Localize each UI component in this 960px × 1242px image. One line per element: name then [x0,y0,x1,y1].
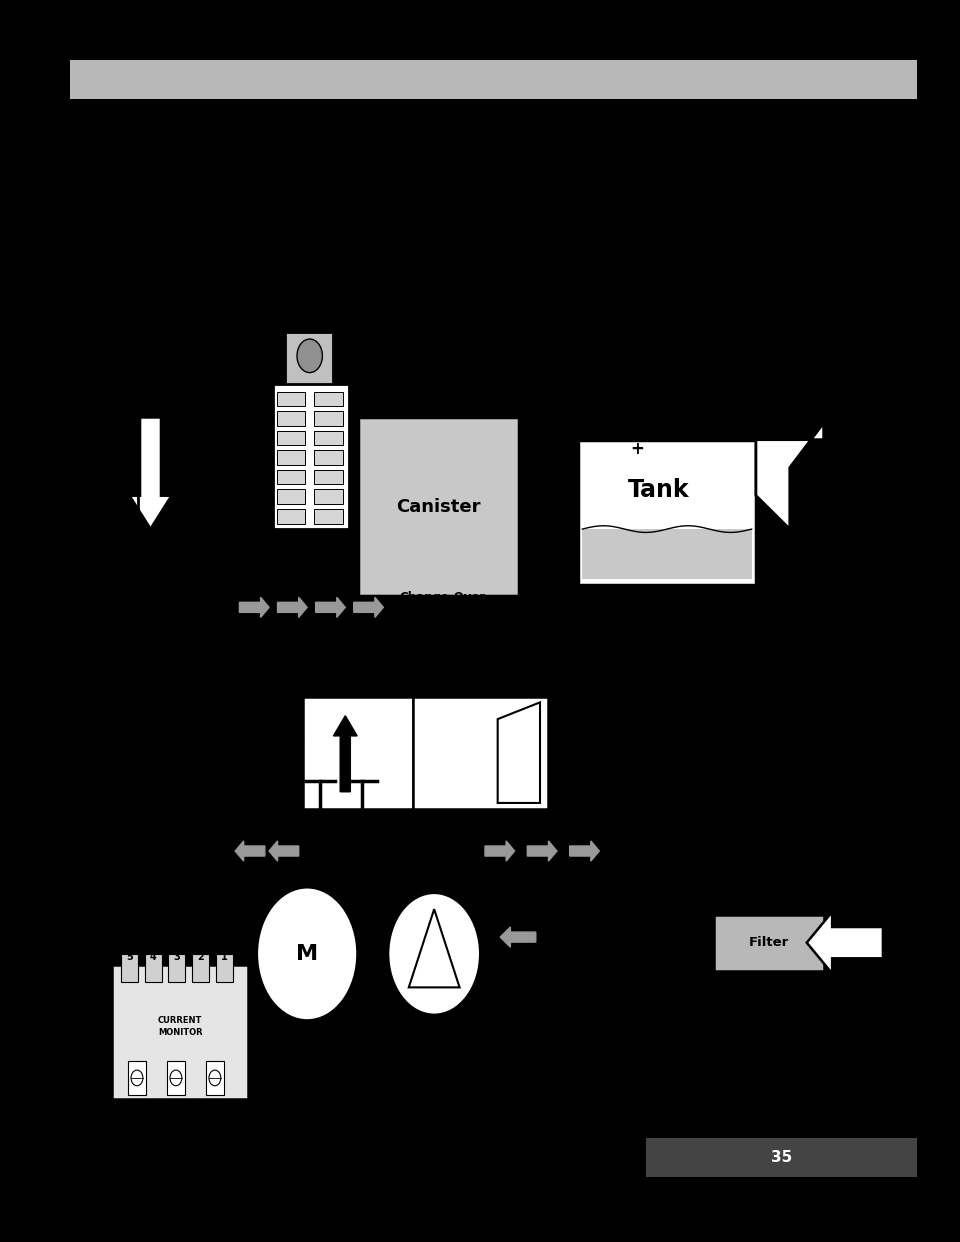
Text: amperage value in memory.  The stored amperage value is the electrical equivalen: amperage value in memory. The stored amp… [83,266,681,278]
Text: Canister: Canister [396,498,481,515]
Text: 3: 3 [174,951,180,961]
Text: Filter: Filter [749,936,789,949]
Bar [128,1061,146,1094]
Circle shape [170,1071,181,1086]
Text: LEAK DIAGNOSIS TEST: LEAK DIAGNOSIS TEST [83,113,320,132]
Text: 2: 2 [197,951,204,961]
Circle shape [690,587,704,605]
Text: Pump: Pump [414,1038,454,1051]
Bar [276,391,305,406]
Bar [274,384,349,529]
Text: Purge: Purge [332,322,374,335]
Text: CURRENT
MONITOR: CURRENT MONITOR [157,1016,203,1037]
Bar [205,1061,225,1094]
Circle shape [209,1071,221,1086]
Text: Motor LDP: Motor LDP [713,677,782,689]
Text: 1: 1 [221,951,228,961]
FancyArrow shape [235,841,265,861]
FancyArrow shape [277,597,307,617]
Bar [276,451,305,465]
Bar [70,60,917,99]
FancyArrow shape [130,417,172,529]
Text: quickly and levels off (stabilizes) due to the orifice restriction.  The ECM sto: quickly and levels off (stabilizes) due … [83,246,684,260]
FancyArrow shape [239,597,269,617]
Bar [168,954,185,981]
FancyArrow shape [500,927,536,948]
Polygon shape [409,909,460,987]
FancyArrow shape [806,912,883,974]
Text: M: M [296,944,318,964]
Circle shape [297,339,323,373]
Text: The ECM simultaneously monitors the pump motor current flow .  The motor current: The ECM simultaneously monitors the pump… [83,227,671,240]
Bar [646,1138,917,1177]
Text: 4: 4 [150,951,156,961]
Text: +: + [302,569,317,586]
Text: The ECM  activates the pump motor.  The pump pulls air from the filtered air inl: The ECM activates the pump motor. The pu… [83,178,679,190]
Bar [167,1061,185,1094]
Text: Electric: Electric [713,652,763,664]
Bar [276,509,305,524]
FancyArrow shape [485,841,515,861]
Bar [276,489,305,504]
Bar [145,954,161,981]
Bar [314,509,343,524]
FancyArrow shape [569,841,599,861]
Text: Reference: Reference [130,735,189,746]
Bar [112,965,248,1099]
Bar [214,725,231,758]
Bar [214,596,697,864]
Text: Orifice: Orifice [130,758,168,769]
Bar [314,411,343,426]
Text: +: + [631,440,644,457]
Bar [276,469,305,484]
Text: Engine: Engine [87,507,138,519]
Circle shape [388,892,481,1016]
Bar [314,391,343,406]
Text: Tank: Tank [628,478,689,502]
Text: 0.5mm: 0.5mm [130,713,170,724]
FancyArrow shape [269,841,299,861]
Text: Throttle: Throttle [87,322,143,335]
Text: Valve: Valve [424,614,461,626]
Bar [314,489,343,504]
Bar [276,411,305,426]
Bar [413,697,548,809]
Bar [295,1021,320,1054]
Bar [192,954,209,981]
Circle shape [256,887,358,1021]
FancyArrow shape [353,597,383,617]
Bar [578,440,756,585]
Bar [314,469,343,484]
Text: Plate: Plate [87,344,123,358]
Bar [216,954,232,981]
Bar [583,529,752,579]
Text: 5: 5 [126,951,132,961]
Bar [121,954,138,981]
Bar [358,417,518,596]
Text: Valve: Valve [332,344,371,358]
Text: 35: 35 [771,1150,792,1165]
Text: Change-Over: Change-Over [399,591,486,604]
Bar [303,697,413,809]
Bar [314,431,343,446]
Text: mm (0.020") leak.: mm (0.020") leak. [83,284,201,297]
FancyArrow shape [333,715,357,792]
Polygon shape [497,703,540,804]
Bar [314,451,343,465]
Polygon shape [756,422,824,529]
Text: es it through a precise 0.5mm reference orifice in the pump assembly.: es it through a precise 0.5mm reference … [83,196,539,209]
Bar [713,914,824,971]
Text: Fresh Air: Fresh Air [762,999,826,1011]
FancyArrow shape [316,597,346,617]
Circle shape [132,1071,143,1086]
Text: PHASE 1 -  REFERENCE MEASUREMENT: PHASE 1 - REFERENCE MEASUREMENT [83,147,402,161]
FancyArrow shape [527,841,557,861]
Bar [286,333,332,384]
Bar [276,431,305,446]
